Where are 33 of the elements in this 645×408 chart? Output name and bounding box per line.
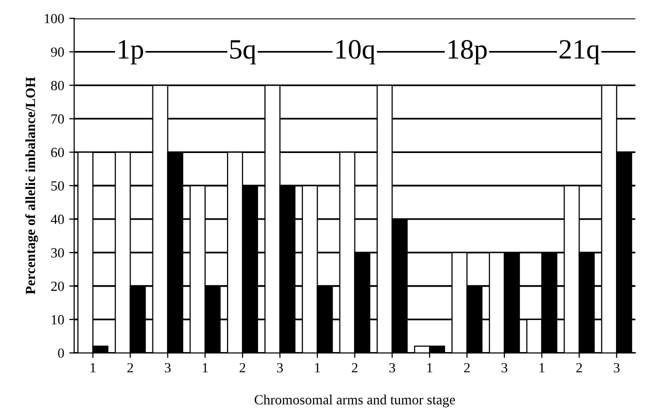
y-tick-label: 0 [58,348,64,358]
x-tick-label: 3 [277,363,283,372]
x-tick-label: 3 [502,363,508,372]
annotation: 21q [560,40,600,64]
annotation: 1p [118,40,144,64]
y-tick-label: 20 [51,282,64,291]
y-tick-label: 80 [51,80,64,90]
x-tick-label: 2 [127,363,133,372]
x-tick-label: 1 [427,363,432,372]
y-tick-label: 100 [44,14,64,24]
x-axis-title: Chromosomal arms and tumor stage [254,394,455,408]
x-tick-label: 3 [164,363,171,372]
x-tick-label: 1 [202,363,208,372]
x-tick-label: 1 [540,363,544,372]
x-tick-label: 3 [614,363,620,372]
y-tick-label: 30 [51,248,64,258]
annotation: 18p [448,40,487,64]
x-tick-label: 2 [352,363,358,372]
y-tick-label: 40 [50,214,64,224]
y-tick-label: 60 [51,148,64,158]
y-tick-label: 50 [51,181,64,191]
x-tick-label: 2 [576,363,582,372]
y-tick-label: 10 [52,315,64,324]
x-tick-label: 1 [90,363,96,372]
x-tick-label: 1 [315,363,320,372]
y-axis-title: Percentage of allelic imbalance/LOH [25,77,38,294]
x-tick-label: 3 [389,363,396,372]
y-tick-label: 70 [51,114,64,124]
annotation: 10q [336,40,376,64]
x-tick-label: 2 [464,363,470,372]
y-tick-label: 90 [51,47,64,57]
annotation: 5q [230,40,256,64]
x-tick-label: 2 [240,363,246,372]
